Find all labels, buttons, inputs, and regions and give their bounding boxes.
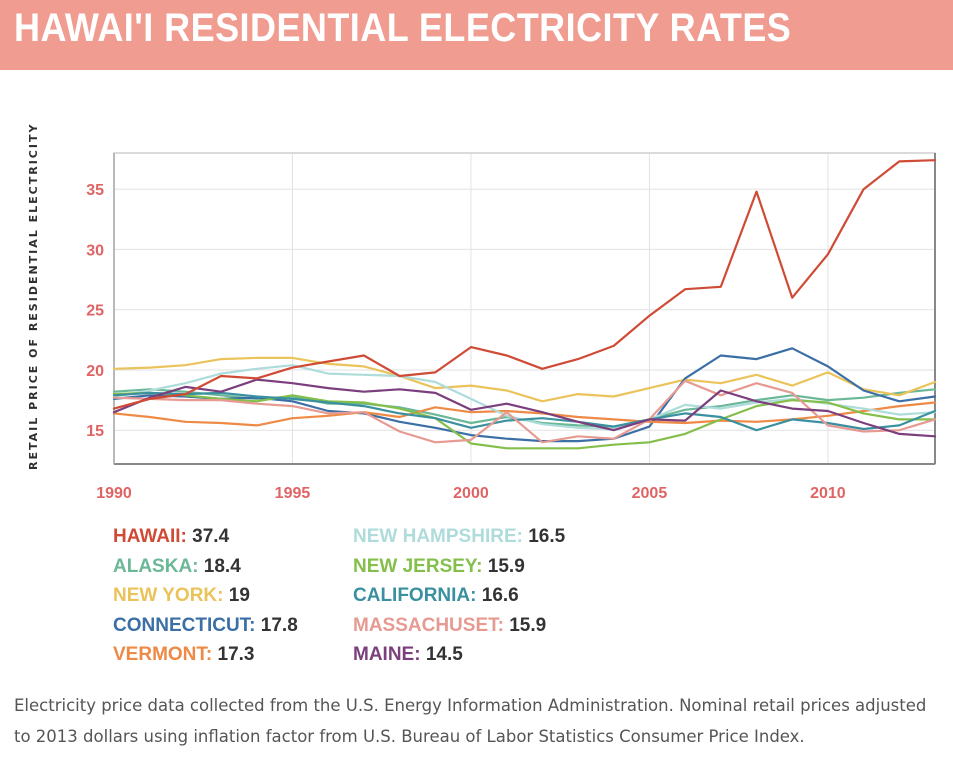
series-line-new-jersey (112, 391, 937, 450)
legend-series-value: 37.4 (186, 526, 230, 547)
legend-item: NEW JERSEY: 15.9 (353, 556, 525, 578)
legend-series-name: HAWAII: (113, 526, 187, 547)
series-line-new-york (112, 356, 937, 403)
page-title: HAWAI'I RESIDENTIAL ELECTRICITY RATES (14, 6, 792, 50)
caption: Electricity price data collected from th… (14, 696, 927, 746)
title-bar: HAWAI'I RESIDENTIAL ELECTRICITY RATES (0, 0, 953, 70)
legend-item: CALIFORNIA: 16.6 (353, 585, 519, 607)
legend-item: VERMONT: 17.3 (113, 644, 255, 666)
legend-series-value: 19 (223, 585, 250, 606)
series-line-vermont (112, 401, 937, 427)
y-tick-label: 35 (86, 182, 104, 199)
legend-series-value: 17.3 (212, 644, 255, 665)
series-line-connecticut (112, 347, 937, 443)
y-tick-label: 25 (86, 303, 104, 320)
y-tick-label: 15 (86, 423, 104, 440)
line-chart: 15 20 25 30 35 1990 1995 2000 2005 2010 (86, 152, 937, 502)
legend-series-name: NEW YORK: (113, 585, 224, 606)
legend-series-name: MASSACHUSET: (353, 614, 504, 636)
legend-series-value: 15.9 (503, 614, 547, 636)
legend-series-name: NEW JERSEY: (353, 555, 483, 577)
legend-series-value: 16.5 (522, 526, 566, 547)
legend-item: HAWAII: 37.4 (113, 526, 229, 548)
x-tick-label: 1995 (275, 485, 311, 502)
legend-item: CONNECTICUT: 17.8 (113, 615, 298, 637)
y-tick-label: 30 (86, 242, 104, 259)
legend-series-name: ALASKA: (113, 555, 199, 577)
legend-series-name: MAINE: (353, 644, 421, 665)
series-line-massachuset (112, 379, 937, 444)
legend-series-name: NEW HAMPSHIRE: (353, 526, 523, 547)
y-tick-label: 20 (86, 363, 104, 380)
series-line-maine (112, 378, 937, 438)
legend-item: MAINE: 14.5 (353, 644, 463, 666)
legend-item: MASSACHUSET: 15.9 (353, 615, 546, 637)
legend-item: NEW HAMPSHIRE: 16.5 (353, 526, 565, 548)
legend-series-value: 18.4 (198, 555, 241, 577)
legend-series-name: CALIFORNIA: (353, 585, 477, 606)
series-line-hawaii (112, 159, 937, 410)
x-tick-label: 1990 (96, 485, 132, 502)
x-tick-label: 2000 (453, 485, 489, 502)
x-tick-label: 2005 (632, 485, 668, 502)
x-tick-label: 2010 (810, 485, 846, 502)
legend-series-value: 16.6 (476, 585, 519, 606)
legend-item: NEW YORK: 19 (113, 585, 250, 607)
legend-series-name: CONNECTICUT: (113, 614, 256, 636)
legend-series-value: 14.5 (420, 644, 463, 665)
legend-series-value: 17.8 (255, 614, 298, 636)
legend-series-value: 15.9 (482, 555, 525, 577)
legend-item: ALASKA: 18.4 (113, 556, 241, 578)
legend-series-name: VERMONT: (113, 644, 213, 665)
series-line-california (112, 391, 937, 432)
